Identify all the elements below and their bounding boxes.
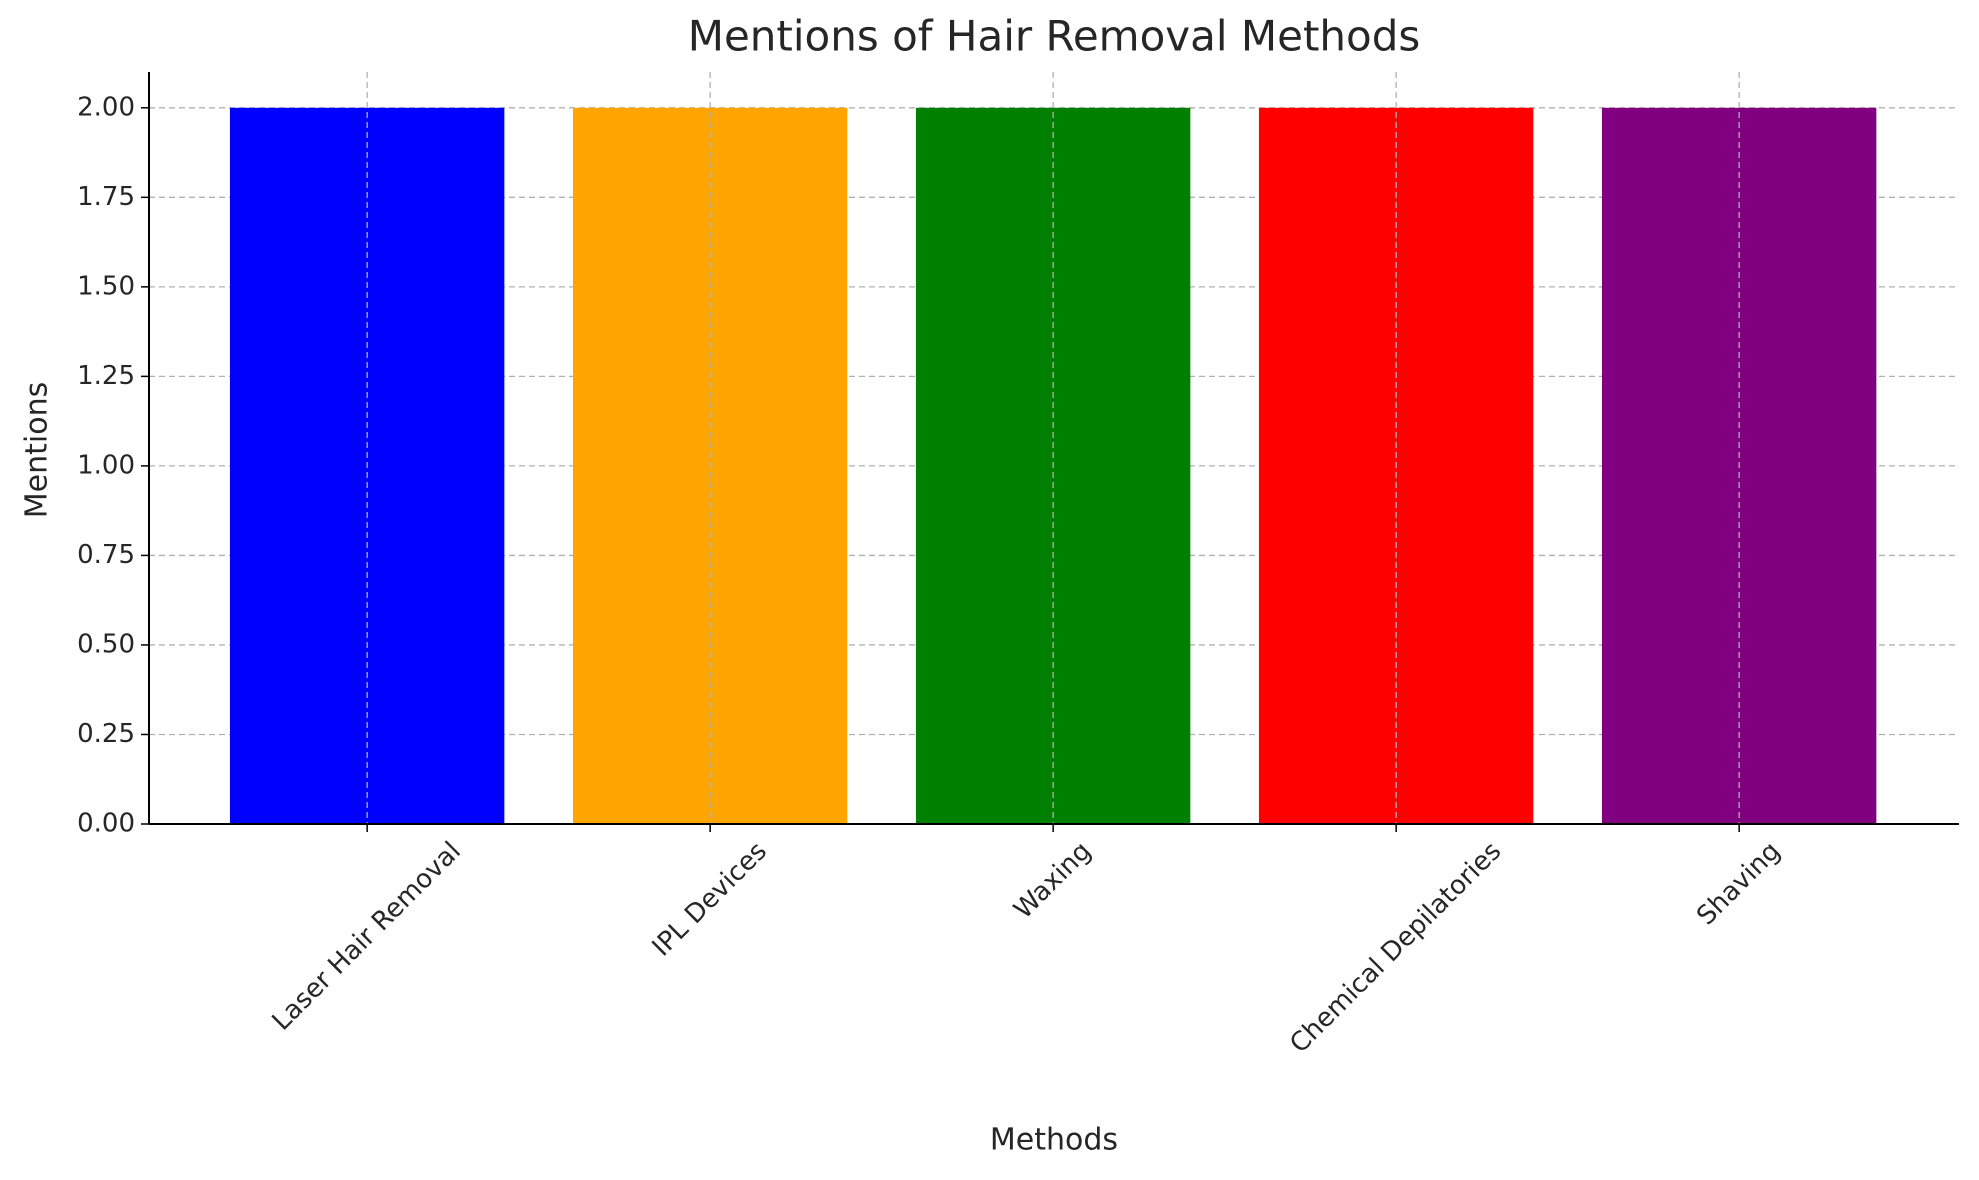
y-tick-label: 1.25 <box>77 361 135 391</box>
y-axis-label: Mentions <box>20 382 55 518</box>
x-tick-label: Shaving <box>1691 836 1786 931</box>
y-tick-label: 2.00 <box>77 92 135 122</box>
x-tick-label: Waxing <box>1008 836 1097 925</box>
y-tick-label: 0.50 <box>77 629 135 659</box>
x-tick-label: Laser Hair Removal <box>267 836 467 1036</box>
y-tick-label: 1.75 <box>77 182 135 212</box>
x-tick-label: Chemical Depilatories <box>1284 836 1507 1059</box>
y-tick-label: 0.75 <box>77 540 135 570</box>
x-axis-label: Methods <box>990 1123 1118 1158</box>
chart-title: Mentions of Hair Removal Methods <box>688 12 1421 61</box>
y-tick-label: 0.00 <box>77 809 135 839</box>
x-tick-label: IPL Devices <box>647 836 773 962</box>
y-tick-label: 1.00 <box>77 450 135 480</box>
y-tick-label: 0.25 <box>77 719 135 749</box>
y-tick-label: 1.50 <box>77 271 135 301</box>
